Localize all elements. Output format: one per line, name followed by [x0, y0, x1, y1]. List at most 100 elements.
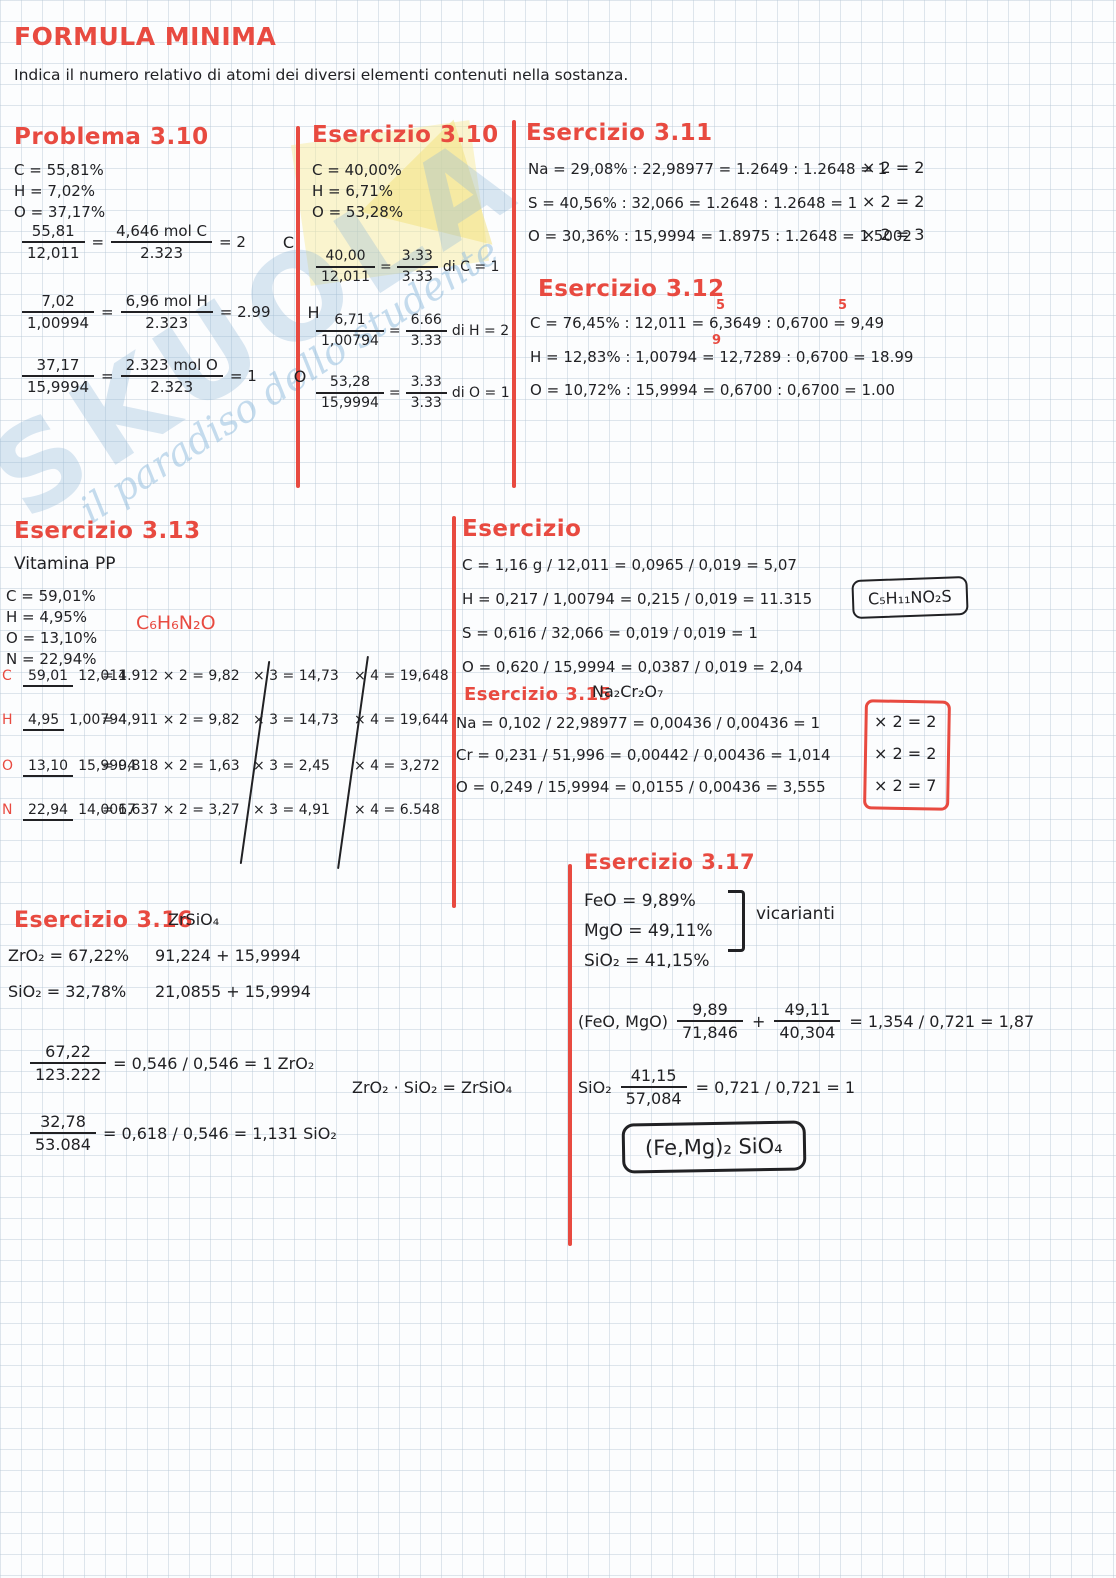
result-value: di O = 1 [451, 384, 510, 401]
equation-row: 32,78 53.084 = 0,618 / 0,546 = 1,131 SiO₂ [30, 1112, 337, 1154]
given-line: H = 6,71% [312, 182, 394, 200]
equation-row: H = 0,217 / 1,00794 = 0,215 / 0,019 = 11… [462, 590, 812, 608]
element-symbol: H [2, 712, 13, 729]
denominator: 14,0067 [78, 802, 136, 818]
numerator: 32,78 [30, 1112, 96, 1135]
equation-row: 67,22 123.222 = 0,546 / 0,546 = 1 ZrO₂ [30, 1042, 314, 1084]
equation-text: H = 0,217 / 1,00794 = 0,215 / 0,019 = 11… [462, 590, 813, 608]
equation-row: O = 30,36% : 15,9994 = 1.8975 : 1.2648 =… [528, 227, 912, 245]
plus-sign: + [751, 1011, 766, 1031]
esercizio-3-11-title: Esercizio 3.11 [526, 120, 713, 146]
equation-row: N 22,94 14,0067 = 1,637 × 2 = 3,27 × 3 = … [2, 802, 440, 821]
equation-text: O = 0,620 / 15,9994 = 0,0387 / 0,019 = 2… [462, 658, 804, 676]
given-line: C = 40,00% [312, 161, 402, 179]
denominator: 12,011 [321, 268, 370, 285]
given-line: O = 13,10% [6, 629, 98, 647]
equation-row: C = 76,45% : 12,011 = 6,3649 : 0,6700 = … [530, 314, 884, 332]
page-subtitle: Indica il numero relativo di atomi dei d… [14, 66, 629, 84]
column-divider [568, 864, 572, 1246]
column-divider [296, 126, 300, 488]
numerator: 3.33 [396, 248, 438, 268]
fraction: 55,81 12,011 [22, 222, 85, 262]
denominator: 3.33 [410, 332, 442, 349]
fraction: 4,646 mol C 2.323 [111, 222, 212, 262]
molar-mass-sum: 91,224 + 15,9994 [155, 946, 301, 965]
numerator: 53,28 [316, 374, 384, 394]
denominator: 12,011 [27, 244, 80, 262]
equation-row: (FeO, MgO) 9,89 71,846 + 49,11 40,304 = 1,… [578, 1000, 1034, 1042]
equation-row: S = 40,56% : 32,066 = 1.2648 : 1.2648 = … [528, 194, 857, 212]
fraction: 37,17 15,9994 [22, 356, 95, 396]
problema-3-10-title: Problema 3.10 [14, 124, 209, 150]
fraction: 22,94 14,0067 [23, 802, 136, 821]
oxide-percentage: ZrO₂ = 67,22% [8, 946, 130, 965]
times-four-value: × 4 = 19,644 [354, 712, 449, 729]
equation-row: H = 12,83% : 1,00794 = 12,7289 : 0,6700 … [530, 348, 913, 366]
multiplier-note: × 2 = 2 [874, 744, 937, 763]
fraction: 9,89 71,846 [676, 1000, 743, 1042]
esercizio-unnumbered-title: Esercizio [462, 516, 582, 542]
equals-sign: = [388, 322, 401, 339]
equation-row: Na = 0,102 / 22,98977 = 0,00436 / 0,0043… [456, 714, 820, 732]
given-line: O = 37,17% [14, 203, 106, 221]
equation-row: 55,81 12,011 = 4,646 mol C 2.323 = 2 C [22, 222, 294, 262]
denominator: 2.323 [140, 244, 184, 262]
page-title: FORMULA MINIMA [14, 22, 277, 51]
times-two-value: = 4.912 × 2 = 9,82 [102, 668, 240, 685]
fraction: 4,95 1,00794 [23, 712, 127, 731]
numerator: 37,17 [22, 356, 95, 377]
denominator: 123.222 [35, 1065, 102, 1085]
formula-box: C₅H₁₁NO₂S [851, 575, 969, 620]
correction-mark: 5 [716, 298, 726, 313]
equation-row: 6,71 1,00794 = 6.66 3.33 di H = 2 [316, 312, 509, 350]
times-four-value: × 4 = 3,272 [354, 758, 440, 775]
multiplier-note: × 2 = 7 [874, 776, 937, 795]
equation-text: O = 0,249 / 15,9994 = 0,0155 / 0,00436 =… [456, 778, 826, 796]
fraction: 6.66 3.33 [405, 312, 447, 350]
multiplier-note: × 2 = 2 [862, 158, 925, 177]
esercizio-3-13-given: C = 59,01% H = 4,95% O = 13,10% N = 22,9… [6, 586, 97, 670]
equation-text: = 0,546 / 0,546 = 1 ZrO₂ [113, 1053, 315, 1073]
denominator: 15,9994 [27, 378, 90, 396]
fraction: 41,15 57,084 [620, 1066, 687, 1109]
equals-sign: = [388, 384, 401, 401]
numerator: 4,646 mol C [111, 222, 212, 243]
numerator: 3.33 [405, 374, 447, 394]
equation-row: C = 1,16 g / 12,011 = 0,0965 / 0,019 = 5… [462, 556, 797, 574]
numerator: 4,95 [23, 712, 65, 731]
equation-row: S = 0,616 / 32,066 = 0,019 / 0,019 = 1 [462, 624, 758, 642]
equation-row: SiO₂ 41,15 57,084 = 0,721 / 0,721 = 1 [578, 1066, 855, 1108]
given-line: SiO₂ = 41,15% [584, 951, 710, 971]
element-symbol: O [2, 758, 14, 775]
equation-text: Cr = 0,231 / 51,996 = 0,00442 / 0,00436 … [456, 746, 831, 764]
compound-formula: ZrSiO₄ [168, 910, 220, 929]
esercizio-3-16-title: Esercizio 3.16 [14, 908, 193, 933]
fraction: 13,10 15,9994 [23, 758, 136, 777]
result-value: = 2 [219, 233, 246, 251]
times-three-value: × 3 = 14,73 [253, 712, 339, 729]
esercizio-3-17-given: FeO = 9,89% MgO = 49,11% SiO₂ = 41,15% [584, 886, 713, 976]
equation-prefix: (FeO, MgO) [578, 1011, 668, 1031]
element-symbol: N [2, 802, 13, 819]
oxide-percentage: SiO₂ = 32,78% [8, 982, 127, 1001]
result-value: di H = 2 [451, 322, 510, 339]
fraction: 32,78 53.084 [30, 1112, 96, 1154]
denominator: 57,084 [625, 1089, 682, 1109]
given-line: FeO = 9,89% [584, 891, 696, 911]
result-value: = 1,354 / 0,721 = 1,87 [849, 1011, 1035, 1031]
column-divider [512, 120, 516, 488]
result-value: = 2.99 [219, 303, 271, 321]
fraction: 6,71 1,00794 [316, 312, 384, 350]
equation-row: O = 10,72% : 15,9994 = 0,6700 : 0,6700 =… [530, 381, 895, 399]
denominator: 12,011 [78, 668, 128, 684]
molar-mass-sum: 21,0855 + 15,9994 [155, 982, 311, 1001]
correction-mark: 9 [712, 333, 722, 348]
denominator: 3.33 [401, 268, 433, 285]
numerator: 13,10 [23, 758, 74, 777]
esercizio-3-10-title: Esercizio 3.10 [312, 122, 499, 148]
esercizio-3-15-title: Esercizio 3.15 [464, 684, 612, 705]
numerator: 6.66 [405, 312, 447, 332]
result-value: di C = 1 [442, 258, 500, 275]
esercizio-3-13-title: Esercizio 3.13 [14, 518, 201, 544]
